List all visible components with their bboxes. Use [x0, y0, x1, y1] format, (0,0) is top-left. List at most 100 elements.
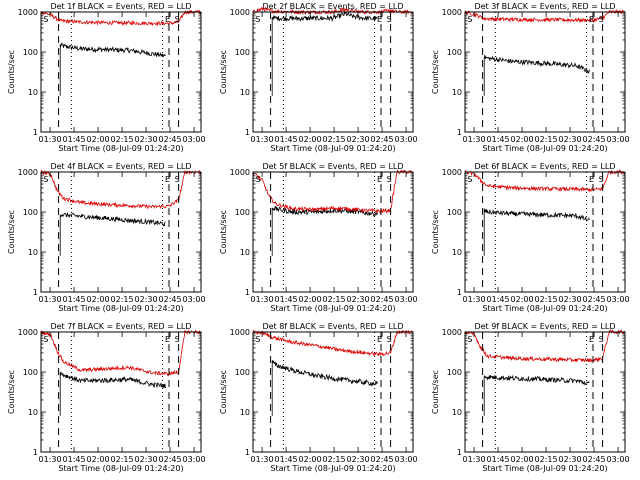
plot-frame — [464, 11, 626, 133]
marker-e: E — [589, 175, 594, 184]
y-tick-label: 1000 — [442, 328, 462, 337]
marker-e: E — [165, 335, 170, 344]
y-axis-label: Counts/sec — [219, 370, 228, 414]
plot-frame — [252, 11, 414, 133]
x-axis-label: Start Time (08-Jul-09 01:24:20) — [58, 304, 183, 313]
y-axis-label: Counts/sec — [219, 50, 228, 94]
y-tick-label: 10 — [240, 408, 250, 417]
x-tick-label: 01:45 — [487, 135, 510, 144]
x-tick-label: 02:45 — [583, 455, 606, 464]
marker-e: E — [165, 15, 170, 24]
x-tick-label: 02:00 — [299, 295, 322, 304]
series-lld — [464, 168, 625, 193]
x-tick-label: 01:30 — [463, 295, 486, 304]
x-axis-label: Start Time (08-Jul-09 01:24:20) — [58, 144, 183, 153]
y-tick-label: 1000 — [230, 328, 250, 337]
x-tick-label: 03:00 — [607, 455, 630, 464]
plot-frame — [40, 171, 202, 293]
x-tick-label: 02:45 — [371, 135, 394, 144]
series-events — [271, 205, 378, 256]
panel-title: Det 5f BLACK = Events, RED = LLD — [262, 162, 403, 171]
series-events — [483, 54, 590, 96]
marker-s: S — [387, 15, 392, 24]
marker-s: S — [43, 175, 48, 184]
x-tick-label: 01:30 — [251, 295, 274, 304]
y-tick-label: 1000 — [18, 8, 38, 17]
series-events — [59, 371, 166, 416]
y-tick-label: 10 — [28, 248, 38, 257]
panel-title: Det 1f BLACK = Events, RED = LLD — [50, 2, 191, 11]
y-axis-label: Counts/sec — [431, 50, 440, 94]
marker-s: S — [467, 175, 472, 184]
series-lld — [252, 169, 413, 215]
x-tick-label: 01:45 — [487, 455, 510, 464]
y-tick-label: 1 — [457, 448, 462, 457]
panel-title: Det 9f BLACK = Events, RED = LLD — [474, 322, 615, 331]
marker-s: S — [255, 335, 260, 344]
y-tick-label: 10 — [28, 408, 38, 417]
marker-e: E — [377, 15, 382, 24]
y-tick-label: 1 — [33, 288, 38, 297]
panel-title: Det 3f BLACK = Events, RED = LLD — [474, 2, 615, 11]
x-tick-label: 03:00 — [395, 135, 418, 144]
series-lld — [40, 9, 201, 27]
x-tick-label: 02:45 — [583, 295, 606, 304]
panel-title: Det 4f BLACK = Events, RED = LLD — [50, 162, 191, 171]
x-tick-label: 01:45 — [63, 455, 86, 464]
panel-title: Det 2f BLACK = Events, RED = LLD — [262, 2, 403, 11]
y-tick-label: 100 — [235, 48, 250, 57]
x-axis-label: Start Time (08-Jul-09 01:24:20) — [58, 464, 183, 473]
x-tick-label: 01:30 — [463, 135, 486, 144]
y-tick-label: 10 — [452, 408, 462, 417]
x-tick-label: 02:00 — [299, 135, 322, 144]
x-tick-label: 03:00 — [183, 295, 206, 304]
y-axis-label: Counts/sec — [7, 370, 16, 414]
y-tick-label: 100 — [235, 368, 250, 377]
x-tick-label: 02:30 — [135, 295, 158, 304]
x-tick-label: 02:30 — [559, 455, 582, 464]
x-tick-label: 02:00 — [511, 135, 534, 144]
series-lld — [40, 169, 201, 210]
y-tick-label: 1 — [33, 448, 38, 457]
y-axis-label: Counts/sec — [7, 210, 16, 254]
plot-frame — [464, 171, 626, 293]
x-axis-label: Start Time (08-Jul-09 01:24:20) — [270, 464, 395, 473]
plot-frame — [40, 331, 202, 453]
x-tick-label: 02:00 — [511, 455, 534, 464]
x-tick-label: 02:30 — [559, 295, 582, 304]
x-tick-label: 02:30 — [135, 135, 158, 144]
x-tick-label: 01:30 — [251, 135, 274, 144]
x-tick-label: 02:00 — [87, 135, 110, 144]
y-tick-label: 100 — [23, 208, 38, 217]
x-tick-label: 02:00 — [87, 455, 110, 464]
panel-title: Det 8f BLACK = Events, RED = LLD — [262, 322, 403, 331]
x-tick-label: 02:15 — [323, 455, 346, 464]
marker-s: S — [467, 15, 472, 24]
x-tick-label: 02:30 — [347, 455, 370, 464]
series-events — [483, 208, 590, 256]
x-axis-label: Start Time (08-Jul-09 01:24:20) — [482, 464, 607, 473]
x-tick-label: 01:30 — [463, 455, 486, 464]
x-tick-label: 01:45 — [275, 295, 298, 304]
marker-e: E — [589, 335, 594, 344]
y-tick-label: 100 — [235, 208, 250, 217]
y-axis-label: Counts/sec — [7, 50, 16, 94]
plot-frame — [252, 171, 414, 293]
marker-s: S — [599, 335, 604, 344]
panel-title: Det 6f BLACK = Events, RED = LLD — [474, 162, 615, 171]
x-tick-label: 02:15 — [323, 135, 346, 144]
x-tick-label: 03:00 — [607, 295, 630, 304]
marker-s: S — [175, 175, 180, 184]
marker-s: S — [255, 175, 260, 184]
x-axis-label: Start Time (08-Jul-09 01:24:20) — [270, 144, 395, 153]
x-tick-label: 01:45 — [487, 295, 510, 304]
x-tick-label: 02:15 — [535, 295, 558, 304]
x-tick-label: 02:15 — [111, 295, 134, 304]
marker-e: E — [165, 175, 170, 184]
x-axis-label: Start Time (08-Jul-09 01:24:20) — [482, 304, 607, 313]
x-tick-label: 01:30 — [251, 455, 274, 464]
